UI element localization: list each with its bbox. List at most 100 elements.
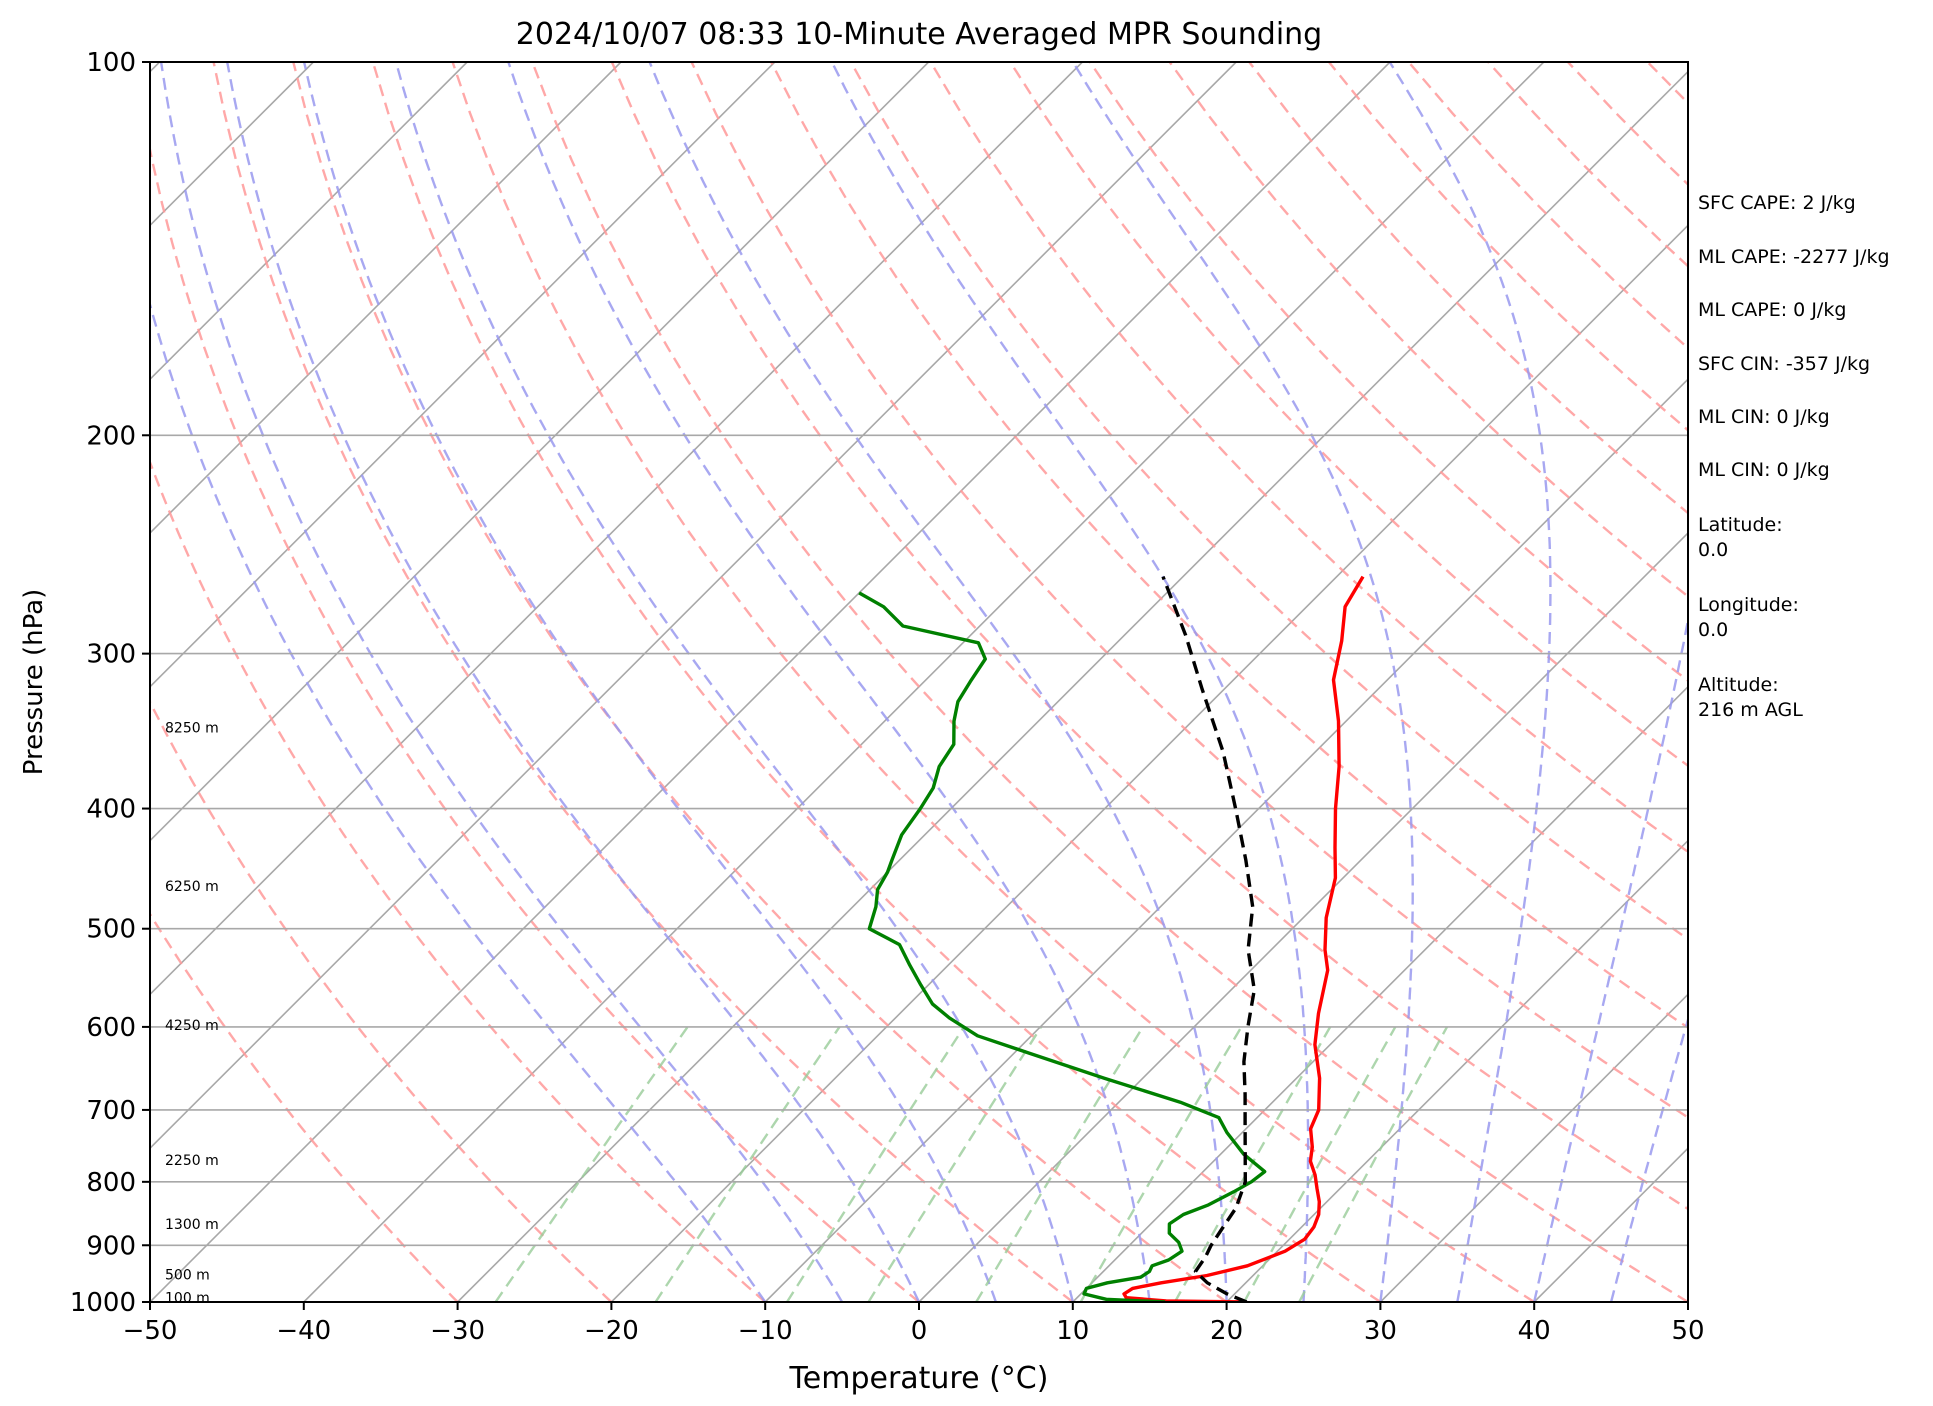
dry-adiabat-line xyxy=(531,62,1688,1302)
altitude-label: Altitude: xyxy=(1698,674,1779,696)
height-labels: 8250 m 6250 m 4250 m 2250 m 1300 m 500 m 100 m xyxy=(165,720,219,1306)
y-tick-label: 300 xyxy=(86,640,136,670)
ml-cape-label-2: ML CAPE: 0 J/kg xyxy=(1698,299,1847,321)
isotherm-line xyxy=(457,70,1688,1302)
x-tick-label: 10 xyxy=(1056,1316,1089,1346)
mixing-ratio-line xyxy=(785,1026,966,1302)
isotherm-line xyxy=(150,62,776,688)
isotherm-line xyxy=(764,378,1688,1302)
moist-adiabat-line xyxy=(226,62,921,1302)
x-tick-label: 40 xyxy=(1518,1316,1551,1346)
longitude-label: Longitude: xyxy=(1698,594,1799,616)
y-axis-ticks: 100 200 300 400 500 600 700 800 900 1000 xyxy=(70,48,150,1318)
height-label: 1300 m xyxy=(165,1217,219,1233)
height-label: 100 m xyxy=(165,1291,210,1307)
dry-adiabat-line xyxy=(770,62,1688,1030)
background-lines xyxy=(0,62,1933,1302)
moist-adiabat-line xyxy=(150,300,767,1302)
dry-adiabat-line xyxy=(690,62,1688,1119)
isotherm-line xyxy=(1226,839,1688,1302)
ml-cin-label: ML CIN: 0 J/kg xyxy=(1698,406,1830,428)
x-tick-label: −10 xyxy=(738,1316,793,1346)
isotherm-line xyxy=(150,62,930,842)
moist-adiabat-line xyxy=(159,62,844,1302)
chart-title: 2024/10/07 08:33 10-Minute Averaged MPR … xyxy=(516,17,1322,52)
y-tick-label: 600 xyxy=(86,1013,136,1043)
x-tick-label: −20 xyxy=(584,1316,639,1346)
x-tick-label: −40 xyxy=(276,1316,331,1346)
altitude-value: 216 m AGL xyxy=(1698,699,1803,721)
height-label: 500 m xyxy=(165,1267,210,1283)
dry-adiabat-line xyxy=(212,62,1074,1302)
isotherm-line xyxy=(150,62,1237,1150)
moist-adiabat-line xyxy=(1071,62,1414,1302)
isotherm-line xyxy=(150,62,622,535)
moist-adiabat-line xyxy=(648,62,1228,1302)
x-tick-label: 50 xyxy=(1671,1316,1704,1346)
sfc-cape-label: SFC CAPE: 2 J/kg xyxy=(1698,192,1856,214)
y-tick-label: 200 xyxy=(86,421,136,451)
dry-adiabat-line xyxy=(1168,62,1688,599)
mixing-ratio-line xyxy=(975,1026,1144,1302)
isotherm-line xyxy=(150,62,1083,996)
dewpoint-line xyxy=(858,591,1267,1302)
mixing-ratio-line xyxy=(867,1026,1043,1302)
dry-adiabat-line xyxy=(371,62,1382,1302)
y-axis-label: Pressure (hPa) xyxy=(19,589,49,776)
dry-adiabat-line xyxy=(451,62,1535,1302)
dry-adiabat-line xyxy=(150,699,613,1302)
moist-adiabat-line xyxy=(830,62,1310,1302)
dry-adiabat-line xyxy=(1887,62,1933,1302)
y-tick-label: 100 xyxy=(86,48,136,78)
sfc-cin-label: SFC CIN: -357 J/kg xyxy=(1698,353,1871,375)
isotherm-line xyxy=(150,62,1391,1302)
height-label: 6250 m xyxy=(165,879,219,895)
dry-adiabat-line xyxy=(1088,62,1688,683)
ml-cape-label: ML CAPE: -2277 J/kg xyxy=(1698,246,1890,268)
dry-adiabat-line xyxy=(150,458,766,1302)
height-label: 8250 m xyxy=(165,720,219,736)
y-tick-label: 500 xyxy=(86,915,136,945)
isotherm-line xyxy=(1072,685,1688,1302)
x-axis-ticks: −50 −40 −30 −20 −10 0 10 20 30 40 50 xyxy=(123,1302,1705,1346)
dry-adiabat-line xyxy=(292,62,1228,1302)
x-tick-label: 0 xyxy=(911,1316,928,1346)
dry-adiabat-line xyxy=(150,143,920,1302)
x-tick-label: 30 xyxy=(1364,1316,1397,1346)
y-tick-label: 1000 xyxy=(70,1288,136,1318)
dry-adiabat-line xyxy=(929,62,1688,854)
pressure-grid xyxy=(150,62,1688,1302)
latitude-value: 0.0 xyxy=(1698,539,1729,561)
sounding-series xyxy=(858,575,1365,1302)
isotherm-line xyxy=(1379,993,1688,1302)
y-tick-label: 800 xyxy=(86,1168,136,1198)
dry-adiabat-line xyxy=(849,62,1688,941)
dry-adiabat-line xyxy=(150,911,459,1302)
x-tick-label: −50 xyxy=(123,1316,178,1346)
isotherm-line xyxy=(0,62,6,1302)
y-tick-label: 900 xyxy=(86,1231,136,1261)
moist-adiabat-line xyxy=(1388,62,1552,1302)
dry-adiabat-line xyxy=(610,62,1688,1211)
plot-frame xyxy=(149,61,1689,1303)
isotherm-line xyxy=(918,531,1688,1302)
isotherm-line xyxy=(150,62,468,381)
height-label: 2250 m xyxy=(165,1153,219,1169)
mixing-ratio-line xyxy=(494,1026,689,1302)
temperature-line xyxy=(1122,575,1365,1302)
parcel-path-line xyxy=(1161,575,1256,1302)
height-label: 4250 m xyxy=(165,1018,219,1034)
isotherm-line xyxy=(303,62,1545,1302)
x-axis-label: Temperature (°C) xyxy=(789,1361,1049,1396)
moist-adiabat-line xyxy=(394,62,1074,1302)
moist-adiabat-line xyxy=(1533,614,1688,1302)
longitude-value: 0.0 xyxy=(1698,619,1729,641)
y-tick-label: 400 xyxy=(86,795,136,825)
x-tick-label: −30 xyxy=(430,1316,485,1346)
ml-cin-label-2: ML CIN: 0 J/kg xyxy=(1698,459,1830,481)
x-tick-label: 20 xyxy=(1210,1316,1243,1346)
latitude-label: Latitude: xyxy=(1698,514,1783,536)
y-tick-label: 700 xyxy=(86,1096,136,1126)
isotherm-line xyxy=(610,224,1688,1302)
